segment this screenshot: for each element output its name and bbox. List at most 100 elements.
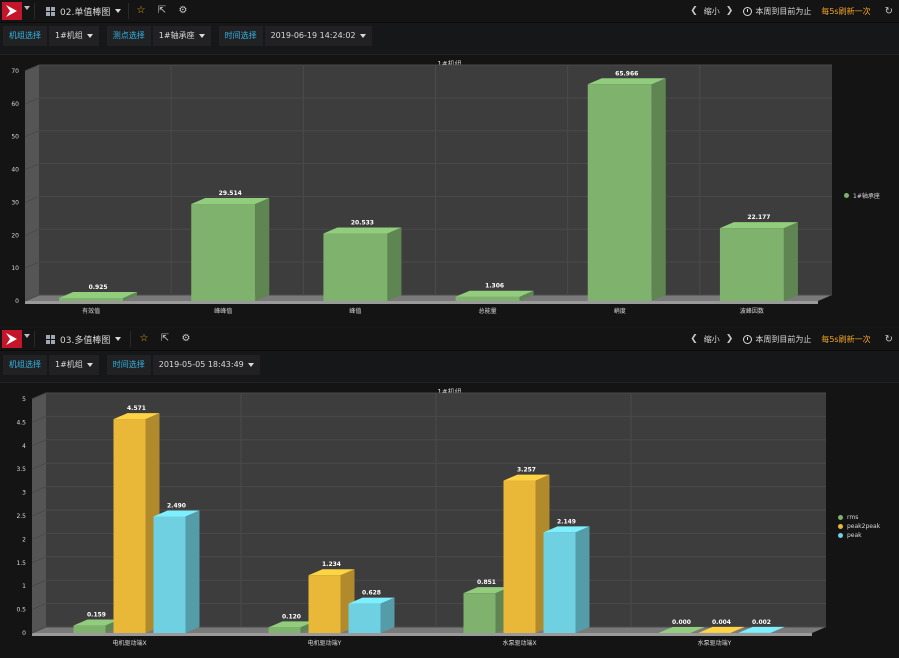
bar-front [269,627,301,633]
bar-side [387,228,401,301]
refresh-icon[interactable]: ↻ [885,6,893,17]
legend-item[interactable]: peak [838,531,880,540]
chart-back-wall [25,65,832,301]
data-label: 0.628 [362,590,381,597]
legend-color-swatch [838,515,843,520]
bar [588,78,666,301]
gear-icon[interactable]: ⚙ [179,332,193,346]
var-value-unit: 1#机组 [55,355,83,375]
data-label: 2.490 [167,502,186,509]
star-icon[interactable]: ☆ [134,4,148,18]
bar-side [186,510,200,633]
bar-front [349,604,381,633]
time-range-picker[interactable]: 本周到目前为止 [743,334,811,345]
data-label: 4.571 [127,405,146,412]
bar-side [255,198,269,301]
chevron-down-icon[interactable] [24,334,30,338]
legend-label: 1#轴承座 [853,191,880,200]
bar-front [74,626,106,633]
x-tick-label: 波峰因数 [740,307,764,315]
bar-front [309,575,341,633]
data-label: 65.966 [615,70,638,77]
dashboard-picker[interactable]: 03.多值棒图 [46,328,121,350]
time-range-label: 本周到目前为止 [755,6,811,17]
y-tick-label: 2 [22,536,26,543]
bar-side [576,526,590,633]
star-icon[interactable]: ☆ [137,332,151,346]
chevron-down-icon [248,363,254,367]
top-navbar: 02.单值棒图 ☆ ⇱ ⚙ ❮ 缩小 ❯ 本周到目前为止 每5s刷新一次 ↻ [0,0,899,23]
legend-color-swatch [838,533,843,538]
bar [544,526,590,633]
legend-label: peak2peak [847,523,880,530]
grafana-logo-icon[interactable] [2,330,22,348]
y-tick-label: 60 [11,101,19,108]
x-tick-label: 电机驱动端Y [308,639,342,647]
bar-front [154,516,186,633]
chevron-left-icon[interactable]: ❮ [690,334,698,344]
bar-front [464,593,496,633]
legend-item[interactable]: rms [838,513,880,522]
bar-side [784,222,798,301]
time-range-picker[interactable]: 本周到目前为止 [743,6,811,17]
var-label-time: 时间选择 [219,26,263,46]
y-tick-label: 4 [22,443,26,450]
refresh-icon[interactable]: ↻ [885,334,893,345]
time-range-label: 本周到目前为止 [755,334,811,345]
var-select-point[interactable]: 1#轴承座 [153,26,211,46]
data-label: 0.851 [477,579,496,586]
bar [114,413,160,633]
grafana-logo-icon[interactable] [2,2,22,20]
share-icon[interactable]: ⇱ [155,4,169,18]
chevron-right-icon[interactable]: ❯ [726,334,734,344]
share-icon[interactable]: ⇱ [158,332,172,346]
chevron-down-icon[interactable] [24,6,30,10]
x-tick-label: 峰值 [349,307,361,315]
bar-front [191,204,255,301]
gear-icon[interactable]: ⚙ [176,4,190,18]
bar-front [720,228,784,301]
y-tick-label: 50 [11,134,19,141]
data-label: 0.002 [752,619,771,626]
data-label: 1.234 [322,561,341,568]
bar-side [652,78,666,301]
legend-item[interactable]: 1#轴承座 [844,191,880,200]
var-value-time: 2019-05-05 18:43:49 [159,355,244,375]
data-label: 20.533 [351,220,374,227]
var-select-time[interactable]: 2019-05-05 18:43:49 [153,355,260,375]
var-select-time[interactable]: 2019-06-19 14:24:02 [265,26,372,46]
var-label-unit: 机组选择 [3,26,47,46]
var-label-point: 测点选择 [107,26,151,46]
data-label: 0.120 [282,613,301,620]
chevron-right-icon[interactable]: ❯ [726,6,734,16]
bar [456,291,534,301]
refresh-interval[interactable]: 每5s刷新一次 [821,334,870,345]
x-tick-label: 峰峰值 [214,307,232,315]
nav-divider [34,331,35,347]
var-select-unit[interactable]: 1#机组 [49,26,99,46]
bar-front [114,419,146,633]
chart-floor-edge [25,301,818,304]
bar [309,569,355,633]
legend-color-swatch [838,524,843,529]
zoom-out-button[interactable]: 缩小 [704,6,720,17]
var-value-unit: 1#机组 [55,26,83,46]
data-label: 2.149 [557,518,576,525]
clock-icon [743,7,752,16]
chevron-down-icon [115,337,121,341]
dashboard-picker[interactable]: 02.单值棒图 [46,0,121,22]
legend-item[interactable]: peak2peak [838,522,880,531]
time-controls: ❮ 缩小 ❯ 本周到目前为止 每5s刷新一次 ↻ [690,0,893,22]
y-tick-label: 3.5 [16,466,26,473]
y-tick-label: 0.5 [16,607,26,614]
zoom-out-button[interactable]: 缩小 [704,334,720,345]
chevron-left-icon[interactable]: ❮ [690,6,698,16]
var-label-time: 时间选择 [107,355,151,375]
y-tick-label: 30 [11,199,19,206]
bar-chart-multi: 00.511.522.533.544.55电机驱动端X0.1594.5712.4… [0,383,899,658]
refresh-interval[interactable]: 每5s刷新一次 [821,6,870,17]
var-select-unit[interactable]: 1#机组 [49,355,99,375]
